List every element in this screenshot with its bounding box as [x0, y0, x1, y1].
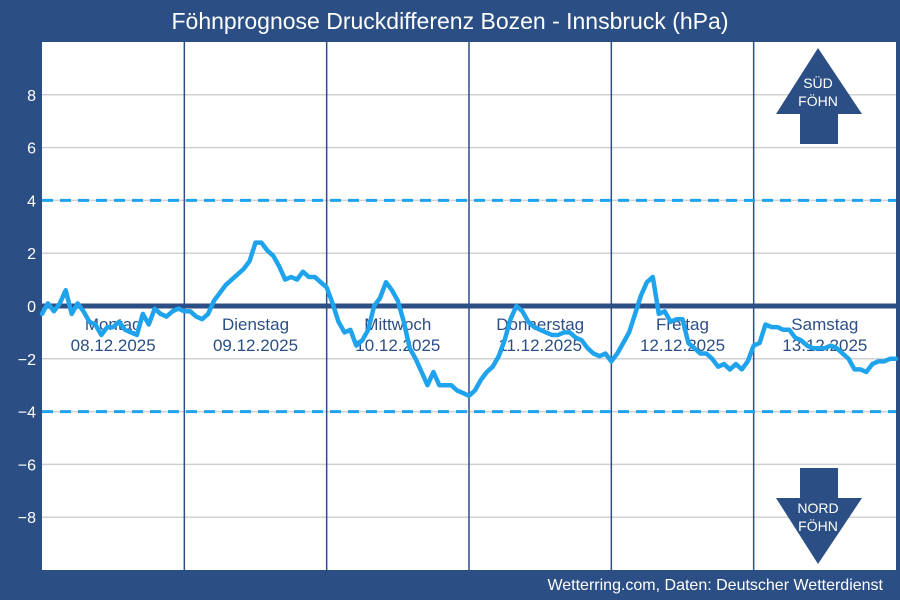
sued-foehn-label: FÖHN [798, 92, 838, 109]
day-date-label: 11.12.2025 [498, 336, 582, 355]
day-name-label: Donnerstag [496, 315, 584, 334]
day-date-label: 12.12.2025 [640, 336, 725, 355]
day-name-label: Dienstag [222, 315, 289, 334]
nord-foehn-indicator: NORD FÖHN [776, 468, 862, 564]
y-tick-label: 4 [27, 193, 36, 210]
sued-label: SÜD [803, 74, 833, 91]
day-name-label: Mittwoch [364, 315, 431, 334]
arrow-up-icon [776, 48, 862, 144]
y-tick-labels: 8 6 4 2 0 −2 −4 −6 −8 [18, 88, 36, 527]
y-tick-label: 0 [27, 299, 36, 316]
day-date-label: 10.12.2025 [355, 336, 440, 355]
series-group [39, 240, 899, 399]
day-date-label: 09.12.2025 [213, 336, 298, 355]
y-tick-label: −6 [18, 457, 36, 474]
chart-title: Föhnprognose Druckdifferenz Bozen - Inns… [172, 8, 729, 34]
y-tick-label: 2 [27, 246, 36, 263]
y-tick-label: −8 [18, 510, 36, 527]
day-date-label: 08.12.2025 [71, 336, 156, 355]
y-tick-label: −2 [18, 352, 36, 369]
series-line [39, 240, 899, 399]
y-tick-label: 6 [27, 141, 36, 158]
sued-foehn-indicator: SÜD FÖHN [776, 48, 862, 144]
nord-label: NORD [797, 500, 838, 516]
y-tick-label: −4 [18, 405, 36, 422]
source-credit: Wetterring.com, Daten: Deutscher Wetterd… [547, 577, 883, 594]
plot-area: Montag08.12.2025Dienstag09.12.2025Mittwo… [39, 42, 899, 570]
arrow-down-icon [776, 468, 862, 564]
nord-foehn-label: FÖHN [798, 517, 838, 534]
day-name-label: Samstag [791, 315, 858, 334]
y-tick-label: 8 [27, 88, 36, 105]
threshold-lines [42, 198, 896, 414]
